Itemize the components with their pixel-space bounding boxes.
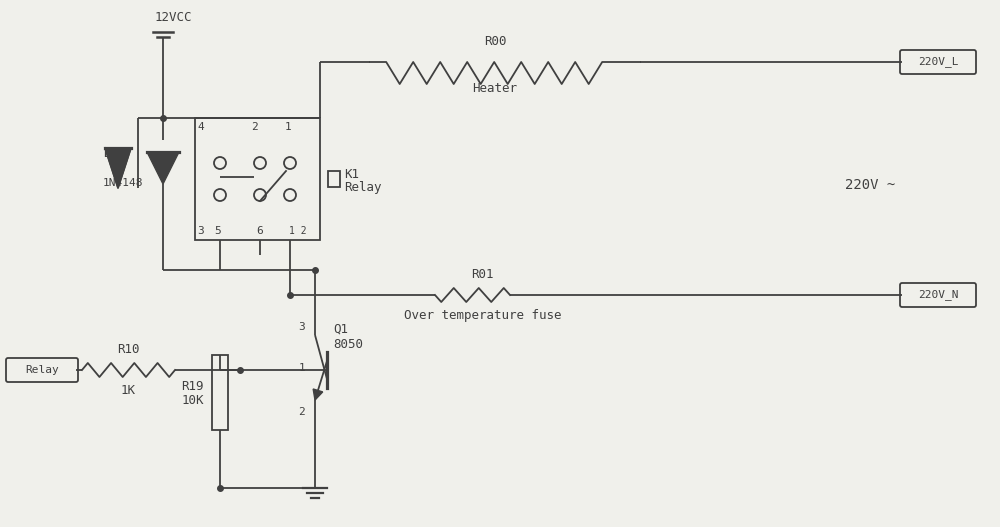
Text: 12VCC: 12VCC	[155, 11, 192, 24]
Text: 2: 2	[298, 407, 305, 417]
Text: 5: 5	[215, 226, 221, 236]
Text: 1N4148: 1N4148	[103, 178, 144, 188]
Text: 8050: 8050	[333, 338, 363, 352]
Text: 1K: 1K	[121, 384, 136, 397]
Polygon shape	[147, 152, 179, 184]
Text: 10K: 10K	[182, 394, 204, 407]
Text: Heater: Heater	[473, 82, 518, 95]
Text: Relay: Relay	[25, 365, 59, 375]
Text: 2: 2	[252, 122, 258, 132]
Text: 220V_L: 220V_L	[918, 56, 958, 67]
Text: Q1: Q1	[333, 323, 348, 336]
Text: Relay: Relay	[344, 181, 382, 193]
Text: 1: 1	[285, 122, 291, 132]
Text: 4: 4	[197, 122, 204, 132]
Text: Over temperature fuse: Over temperature fuse	[404, 309, 561, 322]
Text: D1: D1	[103, 147, 118, 160]
Text: 1 2: 1 2	[289, 226, 307, 236]
Bar	[328, 171, 340, 187]
Text: R01: R01	[471, 268, 494, 281]
Text: 220V_N: 220V_N	[918, 289, 958, 300]
Polygon shape	[313, 389, 323, 400]
Text: R19: R19	[182, 380, 204, 393]
Text: R10: R10	[117, 343, 140, 356]
Text: R00: R00	[484, 35, 506, 48]
Text: 3: 3	[197, 226, 204, 236]
Bar	[212, 355, 228, 430]
Text: 1: 1	[298, 363, 305, 373]
Text: 3: 3	[298, 322, 305, 332]
Text: 220V ~: 220V ~	[845, 178, 895, 192]
Text: 6: 6	[257, 226, 263, 236]
Bar	[195, 118, 320, 240]
Text: K1: K1	[344, 169, 359, 181]
Polygon shape	[105, 148, 131, 188]
